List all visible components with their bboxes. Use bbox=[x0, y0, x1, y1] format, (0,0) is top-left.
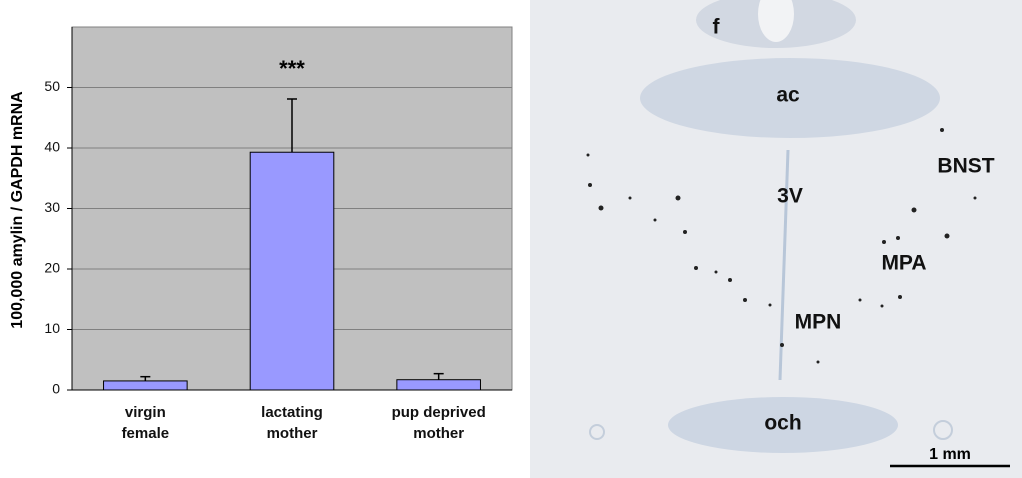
fornix-gap bbox=[758, 0, 794, 42]
x-tick-label: lactating mother bbox=[261, 404, 323, 442]
y-axis-label: 100,000 amylin / GAPDH mRNA bbox=[9, 91, 26, 329]
x-tick-label: pup deprived mother bbox=[391, 404, 486, 442]
anterior-commissure bbox=[640, 58, 940, 138]
region-label: BNST bbox=[937, 155, 994, 178]
cell-dots bbox=[586, 128, 977, 364]
region-label: MPN bbox=[795, 311, 842, 334]
region-label: och bbox=[764, 412, 801, 435]
x-tick-label: virgin female bbox=[121, 404, 170, 442]
bar bbox=[103, 380, 188, 391]
y-tick-label: 0 bbox=[52, 381, 60, 397]
third-ventricle bbox=[778, 149, 790, 381]
y-tick-label: 10 bbox=[44, 320, 60, 336]
significance: *** bbox=[279, 56, 305, 81]
region-label: MPA bbox=[881, 252, 926, 275]
y-tick-label: 30 bbox=[44, 199, 60, 215]
y-tick-label: 50 bbox=[44, 78, 60, 94]
bar bbox=[249, 151, 335, 391]
y-tick-label: 40 bbox=[44, 139, 60, 155]
vessel bbox=[589, 424, 605, 440]
vessel bbox=[933, 420, 953, 440]
optic-chiasm bbox=[668, 397, 898, 453]
region-label: ac bbox=[776, 84, 800, 107]
region-label: f bbox=[713, 16, 721, 39]
bar bbox=[396, 379, 481, 391]
y-tick-label: 20 bbox=[44, 260, 60, 276]
scale-label: 1 mm bbox=[929, 446, 971, 463]
region-label: 3V bbox=[777, 185, 803, 208]
